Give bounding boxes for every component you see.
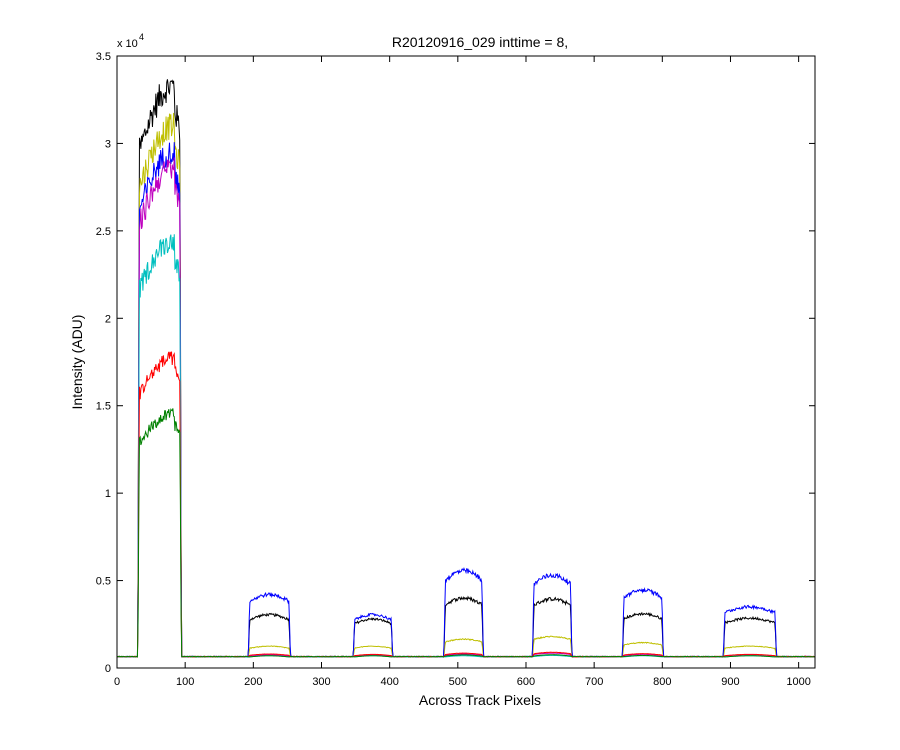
x-tick-label: 400 <box>380 676 398 688</box>
y-tick-label: 3.5 <box>96 51 111 63</box>
y-exponent-power: 4 <box>139 32 144 42</box>
y-tick-label: 3 <box>105 138 111 150</box>
y-exponent-base: x 10 <box>117 38 138 50</box>
x-tick-label: 300 <box>312 676 330 688</box>
x-tick-label: 600 <box>517 676 535 688</box>
x-tick-label: 100 <box>176 676 194 688</box>
x-tick-label: 800 <box>653 676 671 688</box>
x-tick-label: 700 <box>585 676 603 688</box>
x-tick-label: 900 <box>721 676 739 688</box>
y-exponent-label: x 10 4 <box>117 32 144 50</box>
y-tick-label: 0 <box>105 663 111 675</box>
chart-title: R20120916_029 inttime = 8, <box>392 34 568 50</box>
y-tick-label: 0.5 <box>96 576 111 588</box>
series-layer <box>116 79 816 658</box>
y-tick-label: 2 <box>105 313 111 325</box>
x-tick-label: 0 <box>114 676 120 688</box>
x-tick-label: 200 <box>244 676 262 688</box>
plot-frame <box>116 55 816 669</box>
y-axis-label: Intensity (ADU) <box>69 315 85 410</box>
axes: 0 100 200 300 400 500 600 700 800 900 1000 0 0.5 1 1.5… <box>96 51 816 688</box>
x-tick-label: 500 <box>449 676 467 688</box>
y-tick-label: 2.5 <box>96 226 111 238</box>
series-line-7 <box>116 408 816 658</box>
x-axis-label: Across Track Pixels <box>419 692 541 708</box>
y-tick-label: 1 <box>105 488 111 500</box>
x-tick-label: 1000 <box>786 676 810 688</box>
y-tick-label: 1.5 <box>96 401 111 413</box>
